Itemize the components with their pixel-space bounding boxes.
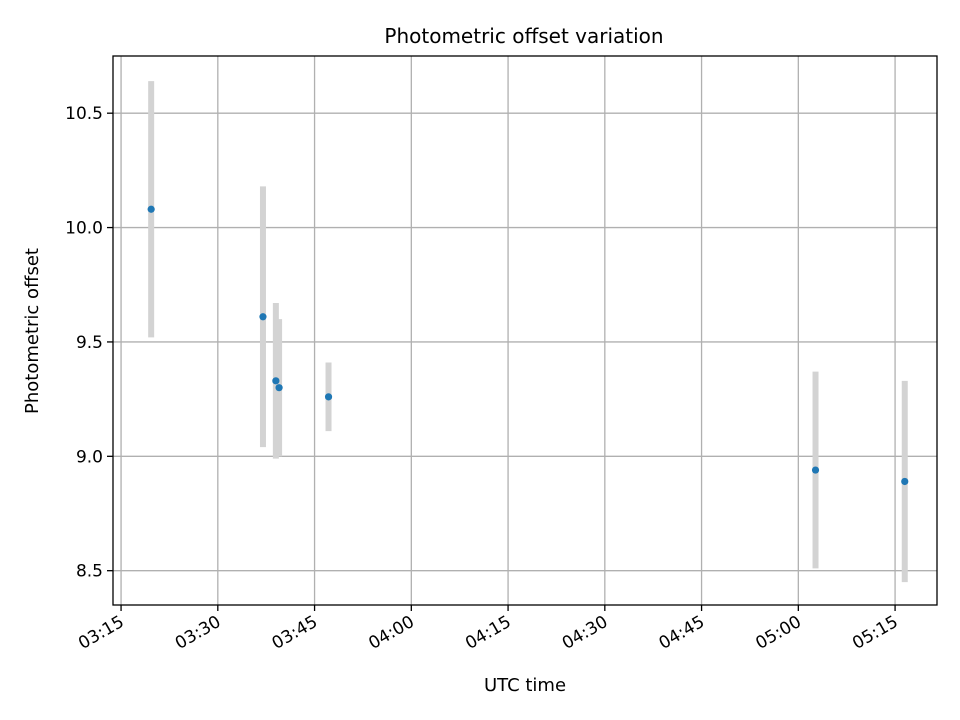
data-point (272, 377, 280, 385)
y-axis: 8.5 9.0 9.5 10.0 10.5 (65, 104, 113, 582)
y-axis-title: Photometric offset (22, 248, 43, 414)
y-tick-label: 9.5 (76, 333, 103, 353)
y-tick-label: 10.5 (65, 104, 103, 124)
plot-area-frame (112, 55, 938, 606)
data-point (811, 466, 820, 474)
data-point (275, 384, 283, 392)
data-point (901, 477, 909, 486)
grid (113, 56, 937, 605)
data-point (259, 313, 267, 321)
y-tick-label: 9.0 (76, 447, 103, 467)
data-point (147, 205, 155, 213)
chart-title: Photometric offset variation (384, 24, 663, 48)
x-axis-title: UTC time (484, 675, 566, 696)
y-tick-label: 8.5 (76, 562, 103, 582)
data-point (324, 393, 333, 401)
y-tick-label: 10.0 (65, 219, 103, 239)
data-points (147, 205, 909, 486)
